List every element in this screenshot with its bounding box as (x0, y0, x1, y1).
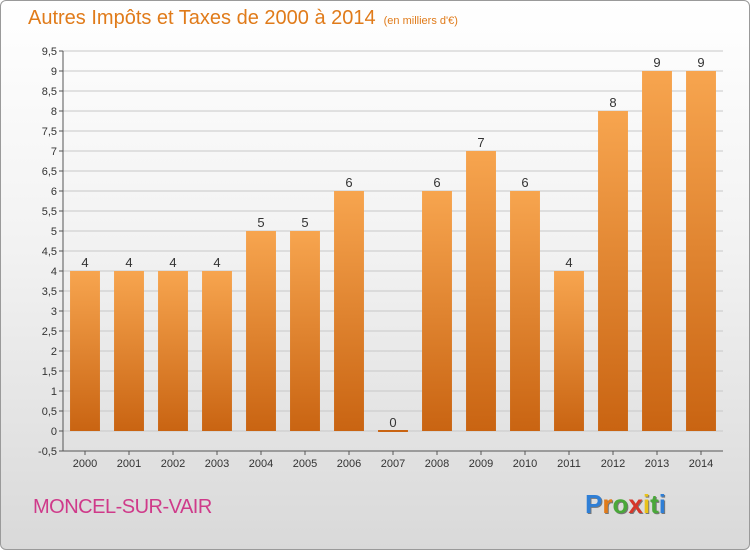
chart-title: Autres Impôts et Taxes de 2000 à 2014 (28, 7, 376, 29)
y-tick-label: 6 (51, 186, 57, 198)
bar (510, 191, 540, 431)
bar-value-label: 9 (697, 55, 704, 70)
bar (246, 231, 276, 431)
bar (290, 231, 320, 431)
bar (642, 71, 672, 431)
y-tick-label: 5 (51, 226, 57, 238)
bar-value-label: 4 (169, 255, 176, 270)
x-tick-label: 2013 (645, 458, 669, 470)
y-tick-label: 0,5 (42, 406, 57, 418)
proxiti-logo: Proxiti (585, 489, 666, 520)
logo-letter: r (602, 489, 613, 519)
y-tick-label: 3,5 (42, 286, 57, 298)
x-tick-label: 2006 (337, 458, 361, 470)
x-tick-label: 2001 (117, 458, 141, 470)
chart-title-block: Autres Impôts et Taxes de 2000 à 2014 (en… (28, 7, 458, 30)
bar-value-label: 4 (81, 255, 88, 270)
bar (334, 191, 364, 431)
x-tick-label: 2012 (601, 458, 625, 470)
x-tick-label: 2010 (513, 458, 537, 470)
x-tick-label: 2011 (557, 458, 581, 470)
x-tick-label: 2008 (425, 458, 449, 470)
bar-value-label: 8 (609, 95, 616, 110)
logo-letter: i (658, 489, 666, 519)
y-tick-label: 2 (51, 346, 57, 358)
logo-letter: o (612, 489, 629, 519)
commune-name: MONCEL-SUR-VAIR (33, 496, 212, 518)
logo-letter: i (642, 489, 651, 519)
x-tick-label: 2009 (469, 458, 493, 470)
bar-value-label: 5 (257, 215, 264, 230)
x-tick-label: 2003 (205, 458, 229, 470)
logo-letter: x (628, 489, 643, 519)
y-tick-label: 2,5 (42, 326, 57, 338)
y-tick-label: 8 (51, 106, 57, 118)
y-tick-label: 1,5 (42, 366, 57, 378)
y-tick-label: -0,5 (38, 446, 57, 458)
x-tick-label: 2007 (381, 458, 405, 470)
x-tick-label: 2000 (73, 458, 97, 470)
y-tick-label: 4 (51, 266, 57, 278)
bar-value-label: 7 (477, 135, 484, 150)
y-tick-label: 9 (51, 66, 57, 78)
bar-value-label: 4 (213, 255, 220, 270)
bar (554, 271, 584, 431)
bar (70, 271, 100, 431)
x-tick-label: 2002 (161, 458, 185, 470)
bar (686, 71, 716, 431)
y-tick-label: 7,5 (42, 126, 57, 138)
bar-value-label: 4 (125, 255, 132, 270)
y-tick-label: 5,5 (42, 206, 57, 218)
bar-value-label: 0 (389, 415, 396, 430)
bar-value-label: 4 (565, 255, 572, 270)
bar-value-label: 9 (653, 55, 660, 70)
y-tick-label: 8,5 (42, 86, 57, 98)
bar (466, 151, 496, 431)
bar (202, 271, 232, 431)
bar (422, 191, 452, 431)
logo-letter: t (650, 489, 659, 519)
y-tick-label: 6,5 (42, 166, 57, 178)
chart-subtitle: (en milliers d'€) (383, 15, 458, 27)
x-tick-label: 2005 (293, 458, 317, 470)
bar-value-label: 5 (301, 215, 308, 230)
logo-letter: P (585, 489, 603, 519)
bar-value-label: 6 (433, 175, 440, 190)
y-tick-label: 7 (51, 146, 57, 158)
bar-value-label: 6 (521, 175, 528, 190)
y-tick-label: 9,5 (42, 46, 57, 58)
y-tick-label: 4,5 (42, 246, 57, 258)
y-tick-label: 0 (51, 426, 57, 438)
bar (114, 271, 144, 431)
x-tick-label: 2014 (689, 458, 713, 470)
bar (598, 111, 628, 431)
bar-value-label: 6 (345, 175, 352, 190)
y-tick-label: 3 (51, 306, 57, 318)
bar (158, 271, 188, 431)
x-tick-label: 2004 (249, 458, 273, 470)
y-tick-label: 1 (51, 386, 57, 398)
